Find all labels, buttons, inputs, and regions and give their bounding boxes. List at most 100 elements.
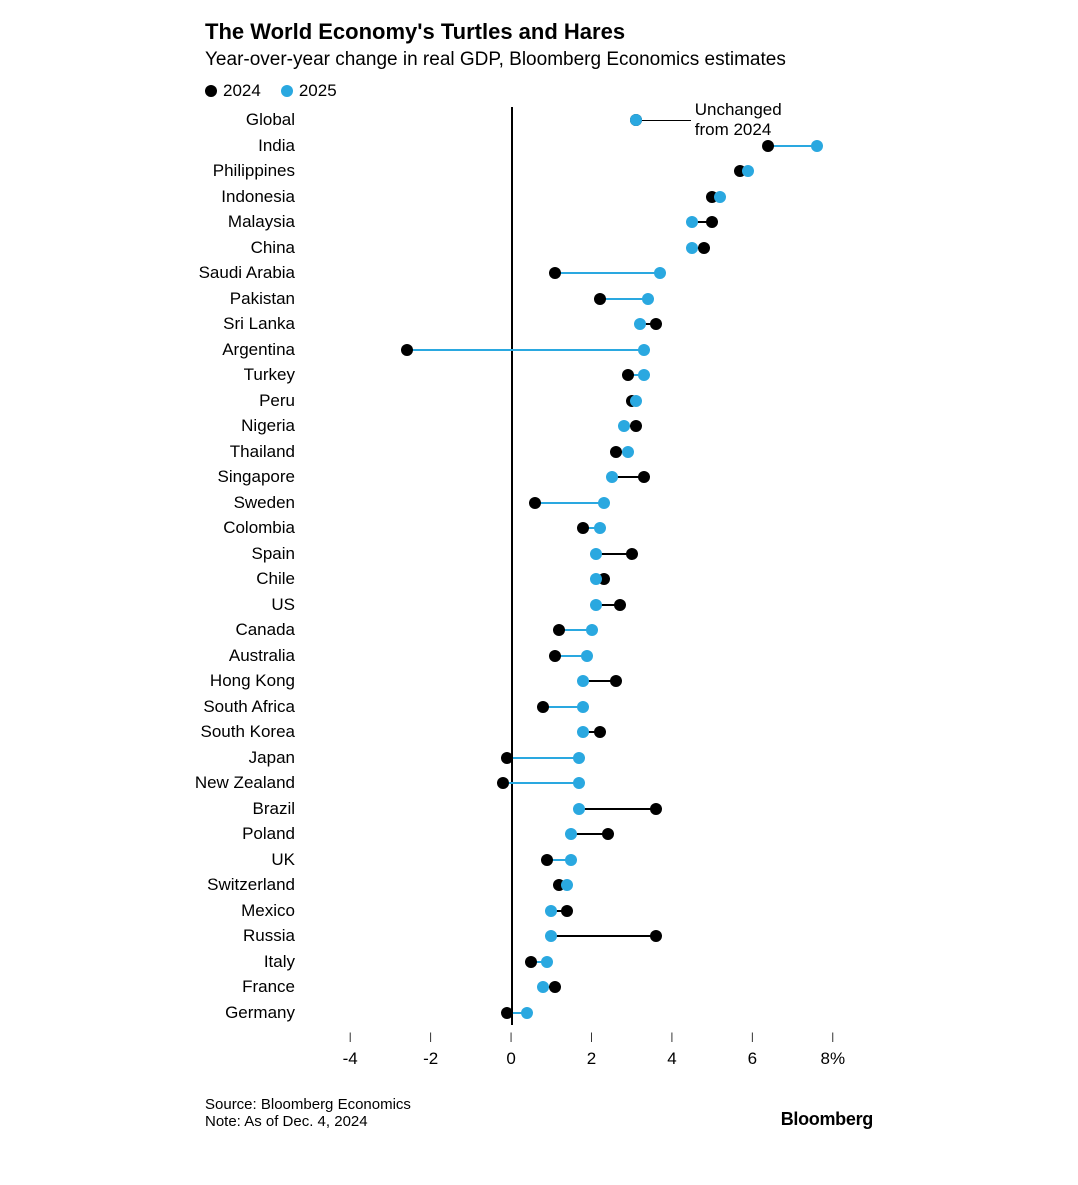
dot-2025 [537,981,549,993]
chart-row: Russia [205,923,873,949]
x-tick-label: -2 [423,1049,438,1069]
chart-row: South Korea [205,719,873,745]
dot-2024 [549,267,561,279]
row-plot [310,949,873,975]
dot-2025 [545,905,557,917]
chart-row: China [205,235,873,261]
row-plot [310,490,873,516]
dot-2024 [762,140,774,152]
row-plot [310,745,873,771]
dot-2025 [577,701,589,713]
row-plot [310,515,873,541]
chart-subtitle: Year-over-year change in real GDP, Bloom… [205,48,873,72]
chart: GlobalIndiaPhilippinesIndonesiaMalaysiaC… [205,107,873,1083]
row-label: Russia [95,926,295,946]
annotation-text: Unchangedfrom 2024 [695,100,782,141]
x-tick: | -2 [423,1033,438,1069]
dot-2024 [698,242,710,254]
dot-2025 [654,267,666,279]
dot-2025 [577,726,589,738]
chart-row: Colombia [205,515,873,541]
row-label: India [95,136,295,156]
x-tick: |-4 [343,1033,358,1069]
row-label: Japan [95,748,295,768]
row-plot [310,592,873,618]
dot-2025 [581,650,593,662]
legend-label-2025: 2025 [299,81,337,101]
connector [768,145,816,147]
dot-2025 [594,522,606,534]
chart-row: France [205,974,873,1000]
row-plot [310,464,873,490]
dot-2025 [545,930,557,942]
row-plot [310,668,873,694]
row-label: Colombia [95,518,295,538]
dot-2024 [537,701,549,713]
chart-row: Brazil [205,796,873,822]
dot-2025 [714,191,726,203]
row-plot [310,133,873,159]
row-plot [310,209,873,235]
row-plot [310,872,873,898]
row-label: Mexico [95,901,295,921]
row-plot [310,796,873,822]
connector [555,272,660,274]
row-plot [310,413,873,439]
dot-2025 [598,497,610,509]
dot-2024 [650,930,662,942]
footer: Source: Bloomberg Economics Note: As of … [205,1096,873,1130]
row-label: Global [95,110,295,130]
row-plot [310,1000,873,1026]
row-label: Philippines [95,161,295,181]
row-plot [310,541,873,567]
row-plot [310,362,873,388]
x-tick-label: 4 [667,1049,676,1069]
chart-row: South Africa [205,694,873,720]
row-plot [310,923,873,949]
row-plot [310,974,873,1000]
chart-row: Switzerland [205,872,873,898]
chart-row: Mexico [205,898,873,924]
row-plot [310,184,873,210]
dot-2024 [529,497,541,509]
dot-2025 [811,140,823,152]
dot-2025 [590,599,602,611]
dot-2024 [594,726,606,738]
dot-2025 [618,420,630,432]
row-label: South Africa [95,697,295,717]
x-tick-mark: | [587,1033,596,1043]
dot-2025 [634,318,646,330]
chart-row: Spain [205,541,873,567]
row-label: Pakistan [95,289,295,309]
dot-2024 [497,777,509,789]
chart-row: Sri Lanka [205,311,873,337]
dot-2024 [650,803,662,815]
row-label: France [95,977,295,997]
x-tick: |8% [820,1033,845,1069]
connector [507,757,579,759]
footer-source: Source: Bloomberg Economics [205,1096,873,1113]
dot-2024 [610,446,622,458]
x-tick-mark: | [423,1033,438,1043]
row-label: South Korea [95,722,295,742]
dot-2025 [638,369,650,381]
chart-row: Nigeria [205,413,873,439]
row-label: Chile [95,569,295,589]
annotation-leader [642,120,691,121]
row-plot [310,719,873,745]
chart-row: Australia [205,643,873,669]
dot-2024 [549,981,561,993]
dot-2025 [521,1007,533,1019]
chart-row: Japan [205,745,873,771]
chart-row: Malaysia [205,209,873,235]
row-plot [310,439,873,465]
dot-2025 [541,956,553,968]
chart-row: Canada [205,617,873,643]
chart-row: Poland [205,821,873,847]
dot-2025 [590,548,602,560]
dot-2024 [602,828,614,840]
x-tick: |6 [748,1033,757,1069]
chart-row: Thailand [205,439,873,465]
row-plot [310,158,873,184]
x-tick: |0 [506,1033,515,1069]
